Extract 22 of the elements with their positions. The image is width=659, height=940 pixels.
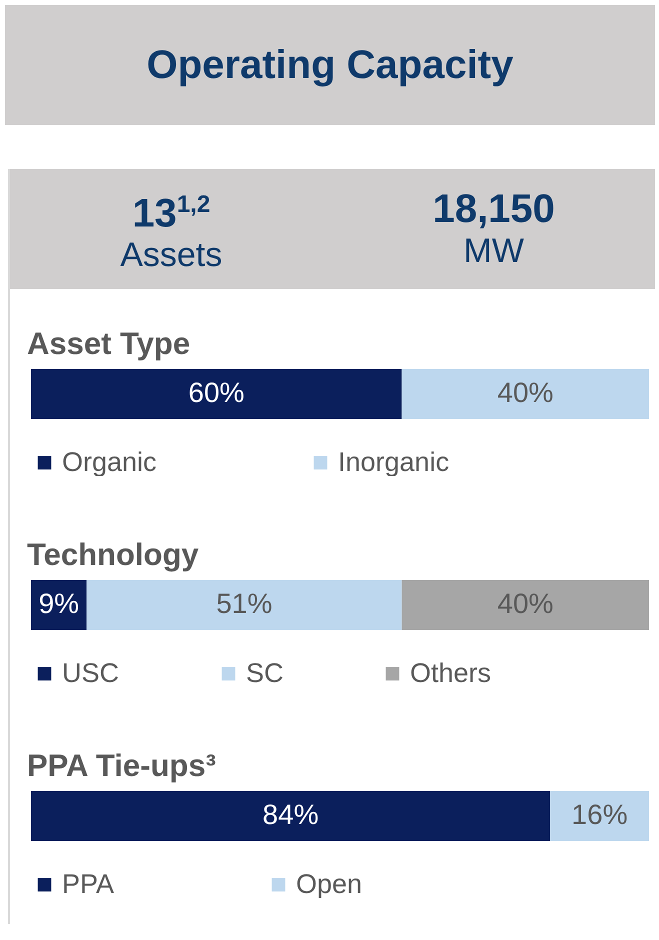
legend-label: USC bbox=[62, 658, 120, 688]
data-label: 84% bbox=[262, 799, 319, 830]
legend-label: Others bbox=[410, 658, 492, 688]
legend-label: Open bbox=[296, 868, 362, 899]
text: 18,150 bbox=[432, 187, 555, 231]
legend-label: Organic bbox=[62, 446, 157, 477]
legend-label: PPA bbox=[62, 868, 114, 899]
data-label: 60% bbox=[188, 377, 244, 408]
text: Operating Capacity bbox=[5, 5, 655, 125]
chart-title: PPA Tie-ups³ bbox=[27, 748, 216, 783]
legend-label: SC bbox=[246, 658, 284, 688]
text: 13$^{1,2}$ bbox=[132, 190, 210, 236]
chart-title: Asset Type bbox=[27, 326, 190, 361]
data-label: 40% bbox=[497, 588, 554, 619]
legend-label: Inorganic bbox=[338, 446, 450, 477]
data-label: 51% bbox=[216, 588, 272, 619]
text: Assets bbox=[120, 235, 222, 276]
data-label: 9% bbox=[38, 588, 80, 619]
text: MW bbox=[464, 231, 524, 271]
data-label: 16% bbox=[572, 799, 628, 830]
chart-title: Technology bbox=[27, 537, 200, 572]
data-label: 40% bbox=[497, 377, 554, 408]
